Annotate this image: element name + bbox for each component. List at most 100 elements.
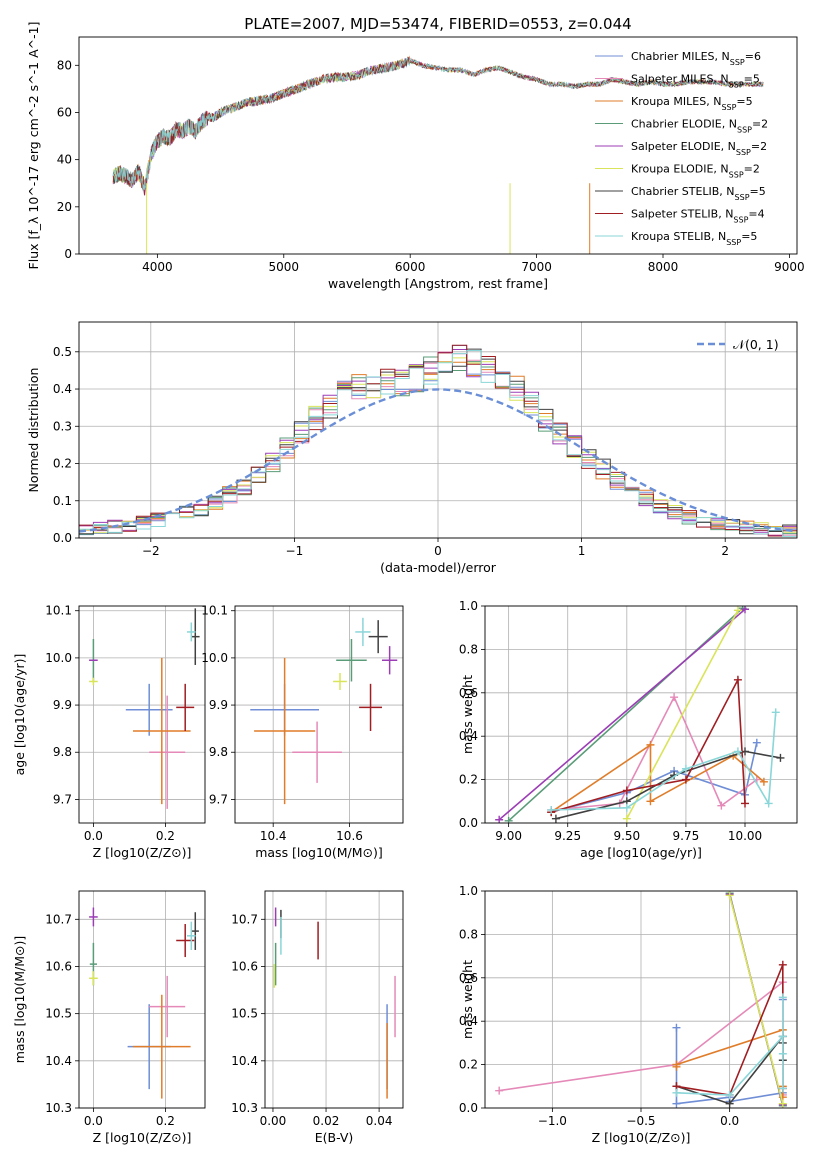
residuals-ytick-label: 0.4: [53, 382, 72, 396]
spectrum-legend-entry: Kroupa MILES, NSSP=5: [631, 95, 753, 112]
weight-vs-Z-ytick-label: 1.0: [459, 884, 478, 898]
mass-vs-EBV-xtick-label: 0.00: [260, 1114, 287, 1128]
mass-weight-marker: [759, 777, 768, 786]
age-vs-Z-ytick-label: 9.9: [53, 698, 72, 712]
spectrum-legend-entry: Kroupa ELODIE, NSSP=2: [631, 163, 760, 180]
weight-vs-Z-lines: [495, 891, 787, 1108]
mass-weight-marker: [670, 693, 679, 702]
weight-vs-Z-xtick-label: −1.0: [538, 1114, 567, 1128]
mass-weight-marker: [551, 814, 560, 823]
residuals-ytick-label: 0.2: [53, 457, 72, 471]
mass-weight-marker: [733, 606, 742, 615]
age-vs-mass-ytick-label: 10.1: [201, 604, 228, 618]
mass-weight-marker: [681, 775, 690, 784]
spectrum-ytick-label: 40: [57, 153, 72, 167]
spectrum-ylabel: Flux [f_λ 10^-17 erg cm^-2 s^-1 A^-1]: [26, 22, 41, 270]
weight-vs-Z-frame: [484, 890, 798, 1109]
weight-vs-Z-ytick-label: 0.2: [459, 1058, 478, 1072]
residuals-ytick-label: 0.3: [53, 419, 72, 433]
spectrum-legend-entry: Chabrier STELIB, NSSP=5: [631, 185, 766, 202]
age-vs-mass-ytick-label: 9.8: [209, 745, 228, 759]
mass-weight-marker: [778, 1049, 787, 1058]
spectrum-xtick-label: 7000: [521, 260, 552, 274]
residuals-xtick-label: −1: [286, 544, 304, 558]
mass-weight-line: [498, 608, 746, 821]
spectrum-legend-entry: Chabrier MILES, NSSP=6: [631, 50, 761, 67]
mass-vs-EBV-points: [273, 907, 396, 1099]
mass-weight-marker: [725, 891, 734, 900]
mass-weight-marker: [646, 797, 655, 806]
mass-weight-marker: [672, 1088, 681, 1097]
age-vs-mass-ytick-label: 10.0: [201, 651, 228, 665]
spectrum-legend-entry: Salpeter STELIB, NSSP=4: [631, 208, 765, 225]
weight-vs-Z-ytick-label: 0.8: [459, 927, 478, 941]
residual-histogram: [79, 344, 797, 538]
mass-weight-marker: [778, 1032, 787, 1041]
mass-weight-marker: [622, 814, 631, 823]
weight-vs-age-ytick-label: 0.6: [459, 686, 478, 700]
mass-weight-marker: [504, 816, 513, 823]
spectrum-series-line: [112, 56, 764, 192]
age-vs-Z-frame: [78, 605, 206, 824]
spectrum-frame: [78, 36, 798, 255]
mass-vs-EBV-ytick-label: 10.7: [231, 912, 258, 926]
mass-vs-Z-ylabel: mass [log10(M/M⊙)]: [12, 936, 27, 1064]
mass-weight-marker: [725, 1099, 734, 1108]
mass-weight-line: [728, 895, 784, 1104]
spectrum-legend-entry: Kroupa STELIB, NSSP=5: [631, 230, 757, 247]
weight-vs-age-xlabel: age [log10(age/yr)]: [580, 845, 702, 860]
age-vs-mass-xtick-label: 10.4: [260, 829, 287, 843]
age-vs-mass-xlabel: mass [log10(M/M⊙)]: [255, 845, 383, 860]
age-vs-mass-ytick-label: 9.7: [209, 792, 228, 806]
mass-weight-marker: [733, 675, 742, 684]
weight-vs-age-xtick-label: 9.00: [495, 829, 522, 843]
mass-weight-marker: [771, 708, 780, 717]
mass-weight-marker: [752, 738, 761, 747]
age-vs-Z-xtick-label: 0.2: [156, 829, 175, 843]
mass-weight-marker: [778, 1084, 787, 1093]
residuals-ylabel: Normed distribution: [26, 368, 41, 493]
weight-vs-Z-ytick-label: 0.4: [459, 1014, 478, 1028]
figure-title: PLATE=2007, MJD=53474, FIBERID=0553, z=0…: [244, 15, 631, 33]
spectrum-xlabel: wavelength [Angstrom, rest frame]: [328, 276, 548, 291]
mass-vs-EBV-frame: [264, 890, 404, 1109]
weight-vs-Z-ytick-label: 0.0: [459, 1101, 478, 1115]
mass-vs-Z-ytick-label: 10.5: [45, 1007, 72, 1021]
gaussian-curve: [79, 388, 797, 533]
weight-vs-age-frame: [484, 605, 798, 824]
mass-vs-Z-ytick-label: 10.4: [45, 1054, 72, 1068]
age-vs-mass-ytick-label: 9.9: [209, 698, 228, 712]
mass-vs-Z-xtick-label: 0.2: [156, 1114, 175, 1128]
age-vs-Z-xlabel: Z [log10(Z/Z⊙)]: [93, 845, 192, 860]
weight-vs-age-lines: [495, 606, 785, 823]
weight-vs-age-ytick-label: 1.0: [459, 599, 478, 613]
mass-weight-line: [626, 609, 739, 820]
residuals-xtick-label: 2: [721, 544, 729, 558]
mass-weight-marker: [741, 606, 749, 614]
mass-vs-EBV-xlabel: E(B-V): [315, 1130, 354, 1145]
age-vs-Z-ytick-label: 10.0: [45, 651, 72, 665]
mass-vs-EBV-xtick-label: 0.04: [366, 1114, 393, 1128]
weight-vs-Z-xtick-label: −0.5: [626, 1114, 655, 1128]
residuals-ytick-label: 0.1: [53, 494, 72, 508]
mass-weight-marker: [725, 1090, 734, 1099]
mass-weight-marker: [778, 993, 787, 1002]
spectrum-legend-entry: Salpeter ELODIE, NSSP=2: [631, 140, 767, 157]
weight-vs-Z-ytick-label: 0.6: [459, 971, 478, 985]
mass-weight-marker: [776, 753, 785, 762]
mass-vs-Z-ytick-label: 10.6: [45, 959, 72, 973]
mass-vs-EBV-xtick-label: 0.02: [313, 1114, 340, 1128]
spectrum-xtick-label: 4000: [142, 260, 173, 274]
weight-vs-age-ytick-label: 0.8: [459, 642, 478, 656]
weight-vs-age-ytick-label: 0.2: [459, 773, 478, 787]
plot-layer: 4000 5000 6000 7000 8000 9000020406080wavelen…: [12, 22, 805, 1145]
mass-weight-marker: [741, 799, 749, 808]
residual-legend-label: 𝒩(0, 1): [733, 337, 779, 352]
residuals-ytick-label: 0.0: [53, 531, 72, 545]
mass-weight-marker: [495, 1086, 504, 1095]
weight-vs-age-xtick-label: 9.50: [613, 829, 640, 843]
weight-vs-age-ytick-label: 0.0: [459, 816, 478, 830]
mass-vs-EBV-ytick-label: 10.4: [231, 1054, 258, 1068]
mass-weight-marker: [681, 764, 690, 773]
mass-weight-marker: [764, 799, 773, 808]
